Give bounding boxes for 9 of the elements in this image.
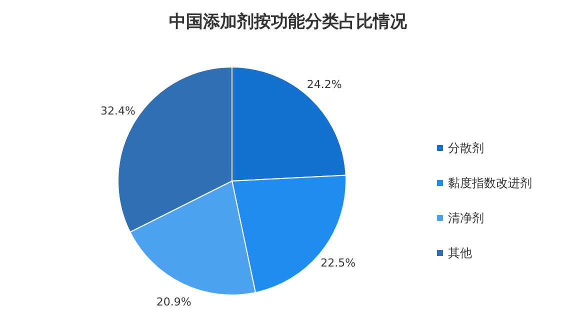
data-label: 22.5% (320, 256, 356, 270)
legend-label: 黏度指数改进剂 (448, 176, 532, 190)
data-label: 20.9% (156, 296, 192, 309)
legend-label: 分散剂 (448, 141, 484, 156)
data-label: 24.2% (306, 78, 342, 91)
legend-label: 其他 (448, 246, 472, 260)
data-label: 32.4% (100, 104, 136, 118)
legend-label: 清净剂 (448, 211, 484, 226)
chart-title: 中国添加剂按功能分类占比情况 (169, 12, 408, 32)
